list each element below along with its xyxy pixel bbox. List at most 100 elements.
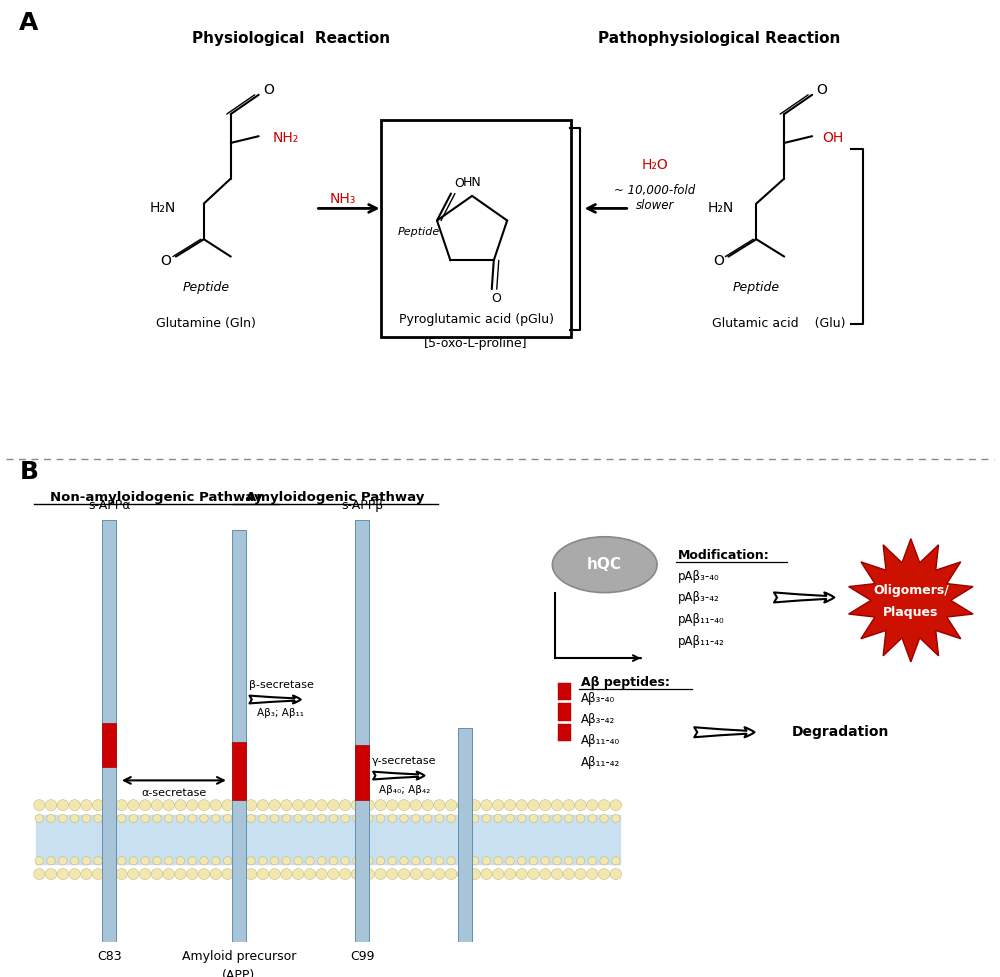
Circle shape <box>70 857 79 865</box>
Circle shape <box>294 857 302 865</box>
Circle shape <box>612 814 620 823</box>
Circle shape <box>563 869 574 879</box>
Text: (APP): (APP) <box>222 969 255 977</box>
Circle shape <box>82 814 91 823</box>
Circle shape <box>540 799 551 811</box>
Circle shape <box>375 869 386 879</box>
Circle shape <box>198 869 210 879</box>
Circle shape <box>117 814 126 823</box>
FancyBboxPatch shape <box>381 120 571 337</box>
Circle shape <box>176 814 185 823</box>
Circle shape <box>316 869 327 879</box>
Circle shape <box>210 799 221 811</box>
Circle shape <box>247 857 255 865</box>
Circle shape <box>316 799 327 811</box>
Circle shape <box>482 857 491 865</box>
Circle shape <box>247 814 255 823</box>
Circle shape <box>587 799 598 811</box>
Circle shape <box>457 799 469 811</box>
Circle shape <box>328 799 339 811</box>
Circle shape <box>376 814 385 823</box>
Circle shape <box>235 857 244 865</box>
Circle shape <box>200 814 208 823</box>
Circle shape <box>35 857 44 865</box>
Circle shape <box>528 799 539 811</box>
Text: ~ 10,000-fold
slower: ~ 10,000-fold slower <box>614 184 695 212</box>
Circle shape <box>423 857 432 865</box>
Text: Glutamic acid    (Glu): Glutamic acid (Glu) <box>712 317 846 329</box>
Circle shape <box>598 869 610 879</box>
Circle shape <box>245 869 257 879</box>
Circle shape <box>281 799 292 811</box>
Circle shape <box>329 814 338 823</box>
Circle shape <box>151 869 163 879</box>
Circle shape <box>163 869 174 879</box>
Circle shape <box>175 869 186 879</box>
Text: Degradation: Degradation <box>792 725 890 740</box>
Text: Modification:: Modification: <box>678 548 769 562</box>
Circle shape <box>365 814 373 823</box>
Circle shape <box>517 814 526 823</box>
Text: Amyloid precursor: Amyloid precursor <box>182 950 296 963</box>
Circle shape <box>504 869 516 879</box>
Circle shape <box>69 869 80 879</box>
Circle shape <box>212 814 220 823</box>
Circle shape <box>541 814 550 823</box>
Text: A: A <box>19 11 39 34</box>
Circle shape <box>365 857 373 865</box>
Circle shape <box>187 799 198 811</box>
Circle shape <box>434 799 445 811</box>
Circle shape <box>598 799 610 811</box>
Text: Plaques: Plaques <box>883 607 939 619</box>
Circle shape <box>600 814 608 823</box>
Circle shape <box>81 799 92 811</box>
Text: Aβ₄₀; Aβ₄₂: Aβ₄₀; Aβ₄₂ <box>379 786 430 795</box>
Bar <box>355 521 369 942</box>
Circle shape <box>47 814 55 823</box>
Circle shape <box>129 814 138 823</box>
Circle shape <box>587 869 598 879</box>
Text: O: O <box>160 254 171 269</box>
Circle shape <box>588 814 597 823</box>
Circle shape <box>353 857 361 865</box>
Circle shape <box>317 814 326 823</box>
Circle shape <box>270 857 279 865</box>
Text: O: O <box>713 254 724 269</box>
Circle shape <box>563 799 574 811</box>
Text: NH₃: NH₃ <box>329 191 356 206</box>
Text: Non-amyloidogenic Pathway: Non-amyloidogenic Pathway <box>50 490 262 504</box>
Circle shape <box>551 869 563 879</box>
Circle shape <box>200 857 208 865</box>
Circle shape <box>351 799 363 811</box>
Circle shape <box>340 869 351 879</box>
Text: pAβ₁₁-₄₀: pAβ₁₁-₄₀ <box>678 614 724 626</box>
Circle shape <box>398 869 410 879</box>
Circle shape <box>57 869 69 879</box>
Circle shape <box>493 869 504 879</box>
Circle shape <box>353 814 361 823</box>
Circle shape <box>153 814 161 823</box>
Circle shape <box>375 799 386 811</box>
Circle shape <box>45 869 57 879</box>
Bar <box>232 742 246 799</box>
Circle shape <box>128 799 139 811</box>
Text: H₂N: H₂N <box>150 201 176 215</box>
Bar <box>102 521 116 942</box>
Circle shape <box>422 799 433 811</box>
Circle shape <box>128 869 139 879</box>
Circle shape <box>35 814 44 823</box>
Circle shape <box>245 799 257 811</box>
Circle shape <box>434 869 445 879</box>
Circle shape <box>459 857 467 865</box>
Text: Amyloidogenic Pathway: Amyloidogenic Pathway <box>246 490 425 504</box>
Circle shape <box>481 869 492 879</box>
Text: α-secretase: α-secretase <box>141 787 207 798</box>
Circle shape <box>328 869 339 879</box>
Circle shape <box>482 814 491 823</box>
Circle shape <box>304 869 316 879</box>
Circle shape <box>34 799 45 811</box>
Text: C83: C83 <box>97 950 121 963</box>
Circle shape <box>257 799 269 811</box>
Circle shape <box>163 799 174 811</box>
Text: pAβ₃-₄₂: pAβ₃-₄₂ <box>678 591 719 605</box>
